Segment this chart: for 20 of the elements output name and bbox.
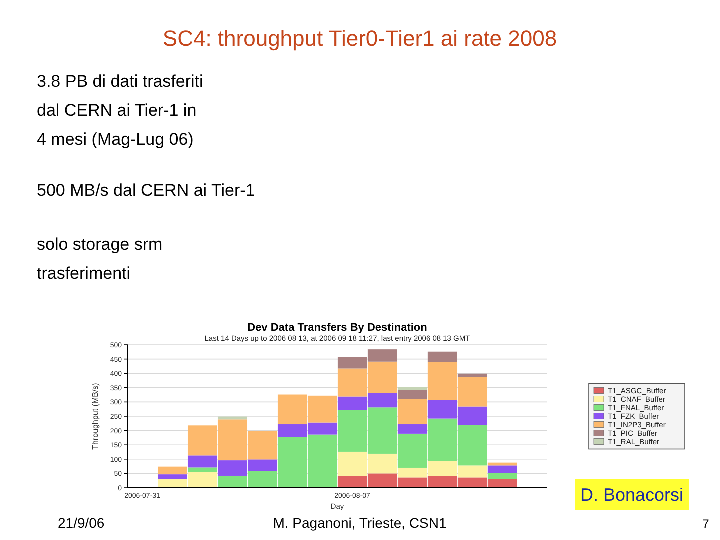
- bar: [398, 387, 428, 390]
- bar: [488, 473, 518, 480]
- bar: [188, 468, 218, 472]
- y-axis-title: Throughput (MB/s): [91, 382, 100, 450]
- text: M. Paganoni, Trieste, CSN1: [273, 515, 447, 531]
- bar: [458, 374, 488, 378]
- text: 3.8 PB di dati trasferiti dal CERN ai Tier-1 in 4 mesi (Mag-Lug 06): [37, 72, 204, 149]
- text: solo storage srm trasferimenti: [37, 235, 163, 283]
- text: 21/9/06: [58, 515, 105, 531]
- text: D. Bonacorsi: [580, 485, 684, 505]
- text: 7: [702, 517, 710, 531]
- bar: [428, 352, 458, 362]
- chart-title: SC4: throughput Tier0-Tier1 ai rate 2008: [162, 26, 558, 51]
- bar: [398, 390, 428, 400]
- bar: [488, 466, 518, 474]
- text: 500 MB/s dal CERN ai Tier-1: [37, 181, 256, 200]
- bar: [158, 474, 188, 480]
- bar: [158, 466, 188, 475]
- bar: [398, 424, 428, 434]
- chart-subtitle: Dev Data Transfers By Destination: [248, 322, 428, 334]
